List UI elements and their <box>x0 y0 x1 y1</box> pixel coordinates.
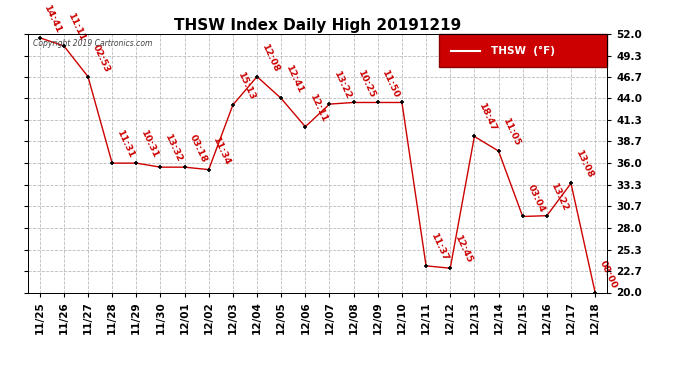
Point <box>34 35 46 41</box>
Point <box>179 164 190 170</box>
Point <box>276 96 287 102</box>
Point <box>251 74 262 80</box>
Text: 10:25: 10:25 <box>357 69 377 100</box>
Text: 03:18: 03:18 <box>188 133 208 164</box>
Point <box>541 213 552 219</box>
Point <box>589 290 600 296</box>
Text: 13:08: 13:08 <box>574 150 595 180</box>
Text: 10:31: 10:31 <box>139 129 160 160</box>
Text: 12:41: 12:41 <box>284 64 305 96</box>
Text: Copyright 2019 Cartronics.com: Copyright 2019 Cartronics.com <box>33 39 152 48</box>
Text: 11:31: 11:31 <box>115 129 136 160</box>
Text: 02:53: 02:53 <box>91 43 112 74</box>
Point <box>518 213 529 219</box>
Text: 12:45: 12:45 <box>453 234 474 266</box>
Point <box>420 263 432 269</box>
Text: 14:41: 14:41 <box>43 4 63 35</box>
Point <box>373 99 384 105</box>
Point <box>155 164 166 170</box>
Point <box>228 102 239 108</box>
Text: 11:34: 11:34 <box>212 136 233 167</box>
Point <box>106 160 117 166</box>
Title: THSW Index Daily High 20191219: THSW Index Daily High 20191219 <box>174 18 461 33</box>
Text: 11:05: 11:05 <box>502 117 522 148</box>
FancyBboxPatch shape <box>439 34 607 68</box>
Text: 13:32: 13:32 <box>164 134 184 164</box>
Text: 13:22: 13:22 <box>550 182 571 213</box>
Text: 08:00: 08:00 <box>598 259 619 290</box>
Point <box>324 101 335 107</box>
Point <box>396 99 407 105</box>
Text: THSW  (°F): THSW (°F) <box>491 45 555 56</box>
Point <box>348 99 359 105</box>
Text: 03:04: 03:04 <box>526 183 546 214</box>
Point <box>565 180 576 186</box>
Text: 12:08: 12:08 <box>260 43 281 74</box>
Point <box>58 43 69 49</box>
Text: 13:22: 13:22 <box>333 70 353 101</box>
Point <box>130 160 142 166</box>
Point <box>444 265 455 271</box>
Text: 12:11: 12:11 <box>308 93 329 124</box>
Point <box>469 134 480 140</box>
Text: 11:11: 11:11 <box>67 12 88 43</box>
Point <box>83 74 94 80</box>
Text: 11:50: 11:50 <box>381 69 402 100</box>
Point <box>493 148 504 154</box>
Point <box>203 166 214 172</box>
Text: 15:13: 15:13 <box>236 71 257 102</box>
Text: 18:47: 18:47 <box>477 102 498 134</box>
Point <box>299 124 310 130</box>
Text: 11:37: 11:37 <box>429 232 450 263</box>
